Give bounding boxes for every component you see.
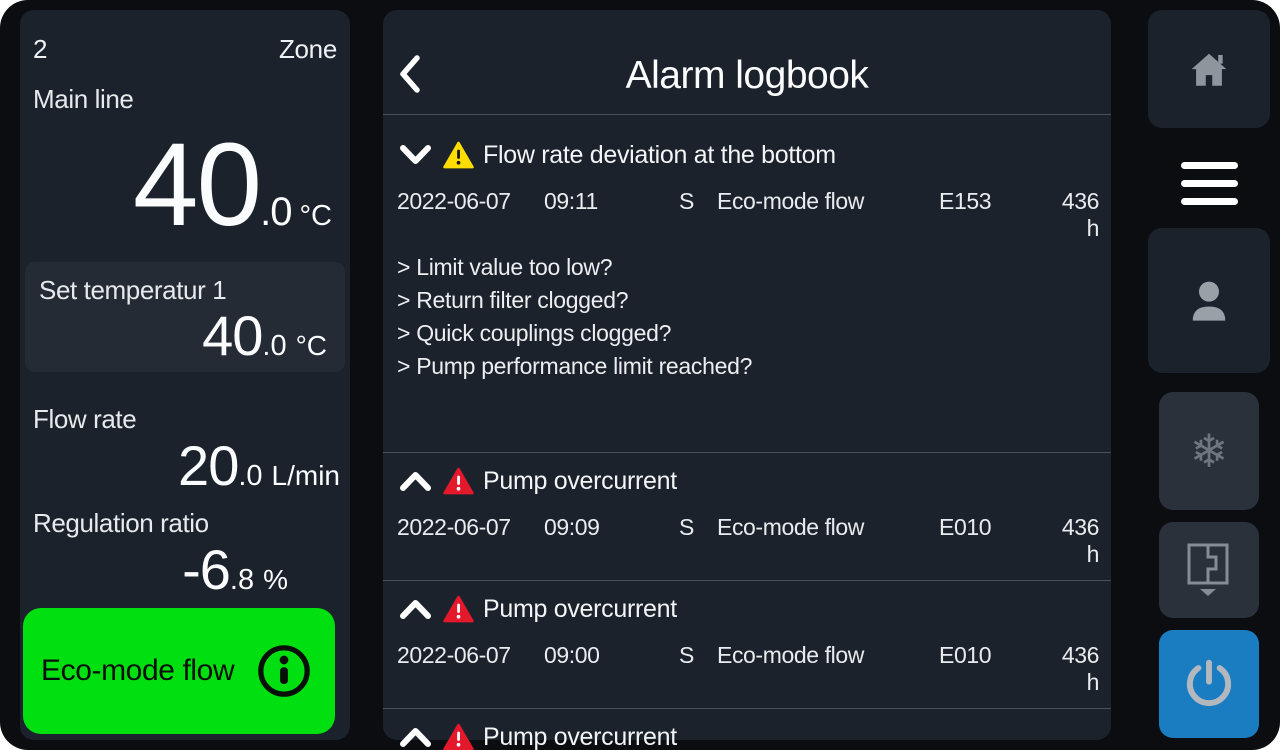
regulation-ratio-unit: % — [263, 564, 288, 595]
set-temperature-label: Set temperatur 1 — [39, 275, 227, 305]
alarm-code: E010 — [939, 514, 992, 540]
eco-mode-flow-button[interactable]: Eco-mode flow — [23, 608, 335, 734]
expand-entry-button[interactable] — [398, 597, 434, 621]
info-icon[interactable] — [255, 642, 313, 700]
back-button[interactable] — [397, 52, 431, 96]
chevron-up-icon — [398, 469, 433, 493]
sidebar-item-menu[interactable] — [1148, 128, 1270, 238]
set-temperature-value: 40.0 °C — [202, 308, 327, 364]
flow-rate-unit: L/min — [271, 460, 340, 491]
zone-number: 2 — [33, 34, 48, 64]
alarm-hours: 436 h — [1061, 188, 1100, 241]
main-line-unit: °C — [299, 200, 332, 232]
power-icon — [1183, 658, 1235, 710]
flow-rate-decimal: .0 — [238, 460, 263, 492]
menu-icon — [1180, 161, 1238, 205]
home-icon — [1189, 51, 1229, 87]
sidebar-item-cooling[interactable]: ❄ — [1159, 392, 1259, 510]
flow-rate-label: Flow rate — [33, 404, 137, 434]
set-temp-decimal: .0 — [262, 330, 287, 362]
alarm-time: 09:09 — [544, 514, 600, 540]
alert-triangle-icon — [443, 467, 483, 495]
chevron-down-icon — [398, 143, 433, 167]
regulation-ratio-number: -6 — [182, 538, 231, 601]
sidebar-item-user[interactable] — [1148, 228, 1270, 373]
set-temperature-card[interactable]: Set temperatur 1 40.0 °C — [25, 262, 345, 372]
eco-mode-flow-label: Eco-mode flow — [41, 654, 235, 687]
alarm-entry-detail: 2022-06-07 09:09 S Eco-mode flow E010 43… — [383, 514, 1111, 568]
regulation-ratio-label: Regulation ratio — [33, 508, 209, 538]
main-line-temp: 40 — [132, 119, 262, 251]
set-temp-unit: °C — [295, 330, 327, 361]
zone-label: Zone — [278, 34, 337, 64]
alarm-entry: Pump overcurrent 2022-06-07 09:00 S Eco-… — [383, 580, 1111, 708]
flow-rate-value: 20.0 L/min — [178, 438, 340, 494]
set-temp-number: 40 — [202, 304, 263, 367]
snowflake-icon: ❄ — [1189, 425, 1229, 477]
zone-header: 2 Zone — [33, 34, 337, 65]
alarm-entry-detail: 2022-06-07 09:00 S Eco-mode flow E010 43… — [383, 642, 1111, 696]
alarm-mode: Eco-mode flow — [717, 642, 864, 668]
flow-rate-number: 20 — [178, 434, 239, 497]
page-title: Alarm logbook — [625, 54, 869, 97]
alarm-entry: Pump overcurrent 2022-06-07 09:09 S Eco-… — [383, 452, 1111, 580]
alarm-source: S — [679, 642, 694, 668]
expand-entry-button[interactable] — [398, 469, 434, 493]
alarm-hints: > Limit value too low? > Return filter c… — [397, 251, 1111, 383]
alarm-entry-title: Pump overcurrent — [483, 722, 677, 750]
alarm-entry-detail: 2022-06-07 09:11 S Eco-mode flow E153 43… — [383, 188, 1111, 242]
sidebar-item-zone-select[interactable] — [1159, 522, 1259, 618]
main-line-value: 40.0 °C — [133, 126, 332, 244]
main-line-label: Main line — [33, 84, 134, 114]
alarm-date: 2022-06-07 — [397, 514, 511, 540]
alarm-hours: 436 h — [1061, 642, 1100, 695]
alarm-hint: > Return filter clogged? — [397, 287, 629, 313]
alarm-date: 2022-06-07 — [397, 642, 511, 668]
zone-status-panel: 2 Zone Main line 40.0 °C Set temperatur 1… — [20, 10, 350, 740]
alarm-hint: > Quick couplings clogged? — [397, 320, 672, 346]
regulation-ratio-decimal: .8 — [229, 564, 255, 596]
chevron-up-icon — [398, 725, 433, 749]
alarm-entry-title: Pump overcurrent — [483, 594, 677, 623]
user-icon — [1187, 280, 1231, 322]
chevron-up-icon — [398, 597, 433, 621]
alarm-code: E010 — [939, 642, 992, 668]
alert-triangle-icon — [443, 595, 483, 623]
alarm-time: 09:00 — [544, 642, 600, 668]
sidebar: ❄ — [1148, 10, 1270, 740]
sidebar-item-home[interactable] — [1148, 10, 1270, 128]
expand-entry-button[interactable] — [398, 725, 434, 749]
alarm-source: S — [679, 514, 694, 540]
alarm-entry-title: Flow rate deviation at the bottom — [483, 140, 836, 169]
alarm-mode: Eco-mode flow — [717, 188, 864, 214]
alarm-entry-title: Pump overcurrent — [483, 466, 677, 495]
alarm-hours: 436 h — [1061, 514, 1100, 567]
main-line-temp-decimal: .0 — [260, 190, 292, 234]
alarm-mode: Eco-mode flow — [717, 514, 864, 540]
alarm-code: E153 — [939, 188, 992, 214]
warning-triangle-icon — [443, 141, 483, 169]
collapse-entry-button[interactable] — [398, 143, 434, 167]
alarm-hint: > Limit value too low? — [397, 254, 613, 280]
regulation-ratio-value: -6.8% — [182, 542, 288, 598]
alarm-entry: Pump overcurrent 2022-06-03 16:02 S Eco-… — [383, 708, 1111, 750]
alarm-hint: > Pump performance limit reached? — [397, 353, 753, 379]
alarm-source: S — [679, 188, 694, 214]
sidebar-item-power[interactable] — [1159, 630, 1259, 738]
chevron-left-icon — [397, 53, 423, 95]
alarm-time: 09:11 — [544, 188, 598, 214]
alarm-logbook-header: Alarm logbook — [383, 10, 1111, 115]
alert-triangle-icon — [443, 723, 483, 750]
alarm-date: 2022-06-07 — [397, 188, 511, 214]
mold-icon — [1186, 542, 1232, 598]
alarm-entry: Flow rate deviation at the bottom 2022-0… — [383, 115, 1111, 452]
alarm-logbook-panel: Alarm logbook Flow rate deviation at — [383, 10, 1111, 750]
